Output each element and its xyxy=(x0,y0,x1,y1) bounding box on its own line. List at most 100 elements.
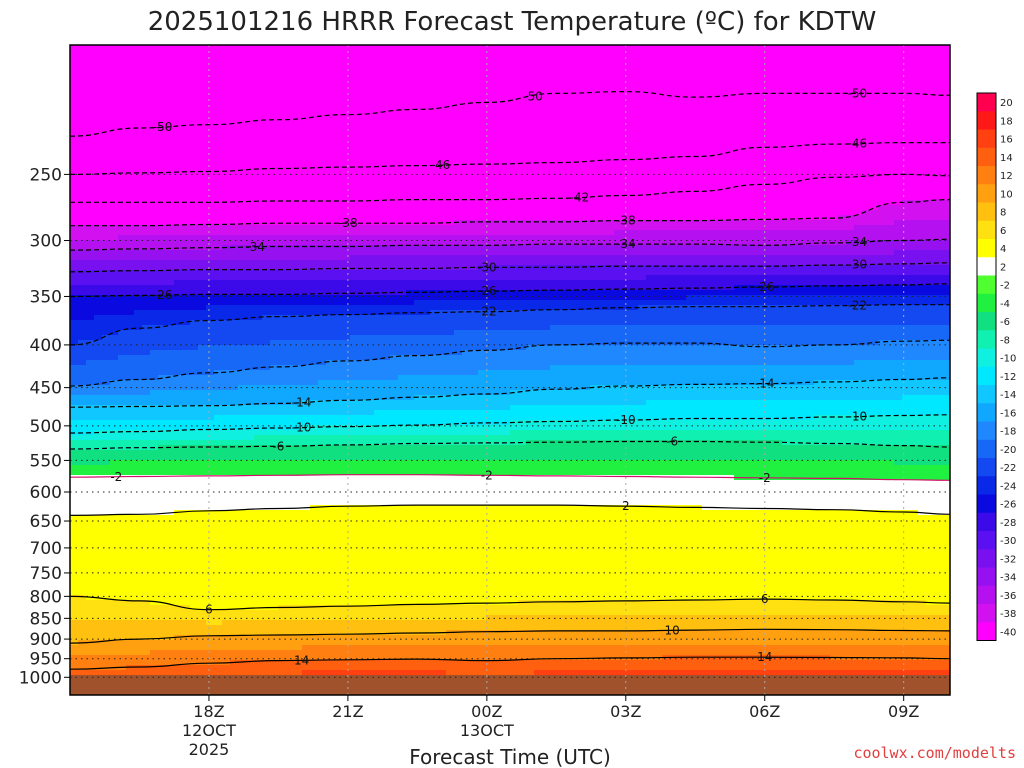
temperature-cell xyxy=(366,615,375,621)
temperature-cell xyxy=(358,55,367,61)
temperature-cell xyxy=(142,455,151,461)
temperature-cell xyxy=(206,270,215,276)
temperature-cell xyxy=(318,545,327,551)
temperature-cell xyxy=(142,375,151,381)
temperature-cell xyxy=(190,460,199,466)
temperature-cell xyxy=(334,305,343,311)
temperature-cell xyxy=(262,570,271,576)
temperature-cell xyxy=(286,205,295,211)
temperature-cell xyxy=(326,565,335,571)
temperature-cell xyxy=(150,115,159,121)
temperature-cell xyxy=(222,235,231,241)
temperature-cell xyxy=(78,655,87,661)
temperature-cell xyxy=(166,145,175,151)
temperature-cell xyxy=(78,680,87,686)
temperature-cell xyxy=(174,120,183,126)
temperature-cell xyxy=(86,465,95,471)
temperature-cell xyxy=(118,60,127,66)
temperature-cell xyxy=(102,300,111,306)
temperature-cell xyxy=(190,300,199,306)
temperature-cell xyxy=(166,450,175,456)
temperature-cell xyxy=(326,170,335,176)
temperature-cell xyxy=(302,570,311,576)
temperature-cell xyxy=(70,130,79,136)
temperature-cell xyxy=(102,475,111,481)
temperature-cell xyxy=(270,200,279,206)
temperature-cell xyxy=(206,160,215,166)
temperature-cell xyxy=(294,345,303,351)
temperature-cell xyxy=(78,485,87,491)
temperature-cell xyxy=(294,335,303,341)
temperature-cell xyxy=(190,640,199,646)
temperature-cell xyxy=(366,115,375,121)
temperature-cell xyxy=(142,625,151,631)
temperature-cell xyxy=(278,655,287,661)
temperature-cell xyxy=(366,575,375,581)
temperature-cell xyxy=(254,505,263,511)
temperature-cell xyxy=(270,680,279,686)
temperature-cell xyxy=(302,315,311,321)
temperature-cell xyxy=(158,380,167,386)
temperature-cell xyxy=(214,410,223,416)
temperature-cell xyxy=(342,140,351,146)
temperature-cell xyxy=(334,615,343,621)
temperature-cell xyxy=(158,70,167,76)
temperature-cell xyxy=(78,190,87,196)
temperature-cell xyxy=(262,230,271,236)
temperature-cell xyxy=(142,615,151,621)
temperature-cell xyxy=(150,660,159,666)
temperature-cell xyxy=(246,150,255,156)
temperature-cell xyxy=(238,200,247,206)
temperature-cell xyxy=(102,460,111,466)
temperature-cell xyxy=(334,205,343,211)
temperature-cell xyxy=(166,290,175,296)
temperature-cell xyxy=(286,600,295,606)
temperature-cell xyxy=(70,395,79,401)
temperature-cell xyxy=(118,115,127,121)
temperature-cell xyxy=(326,330,335,336)
temperature-cell xyxy=(294,205,303,211)
temperature-cell xyxy=(214,445,223,451)
temperature-cell xyxy=(294,420,303,426)
temperature-cell xyxy=(110,605,119,611)
temperature-cell xyxy=(214,405,223,411)
temperature-cell xyxy=(118,635,127,641)
temperature-cell xyxy=(174,585,183,591)
temperature-cell xyxy=(174,230,183,236)
temperature-cell xyxy=(94,330,103,336)
temperature-cell xyxy=(318,690,327,695)
temperature-cell xyxy=(350,475,359,481)
temperature-cell xyxy=(278,450,287,456)
temperature-cell xyxy=(254,250,263,256)
temperature-cell xyxy=(78,580,87,586)
temperature-cell xyxy=(358,75,367,81)
temperature-cell xyxy=(118,345,127,351)
temperature-cell xyxy=(366,90,375,96)
temperature-cell xyxy=(102,280,111,286)
temperature-cell xyxy=(174,130,183,136)
temperature-cell xyxy=(334,160,343,166)
temperature-cell xyxy=(182,450,191,456)
temperature-cell xyxy=(126,310,135,316)
temperature-cell xyxy=(270,300,279,306)
temperature-cell xyxy=(102,270,111,276)
temperature-cell xyxy=(310,540,319,546)
temperature-cell xyxy=(262,600,271,606)
temperature-cell xyxy=(278,345,287,351)
temperature-cell xyxy=(214,605,223,611)
temperature-cell xyxy=(182,55,191,61)
temperature-cell xyxy=(110,480,119,486)
temperature-cell xyxy=(158,610,167,616)
temperature-cell xyxy=(366,500,375,506)
temperature-cell xyxy=(294,370,303,376)
temperature-cell xyxy=(70,650,79,656)
temperature-cell xyxy=(334,680,343,686)
temperature-cell xyxy=(342,540,351,546)
temperature-cell xyxy=(278,475,287,481)
temperature-cell xyxy=(190,100,199,106)
temperature-cell xyxy=(174,500,183,506)
temperature-cell xyxy=(254,415,263,421)
temperature-cell xyxy=(118,330,127,336)
temperature-cell xyxy=(102,470,111,476)
temperature-cell xyxy=(342,130,351,136)
